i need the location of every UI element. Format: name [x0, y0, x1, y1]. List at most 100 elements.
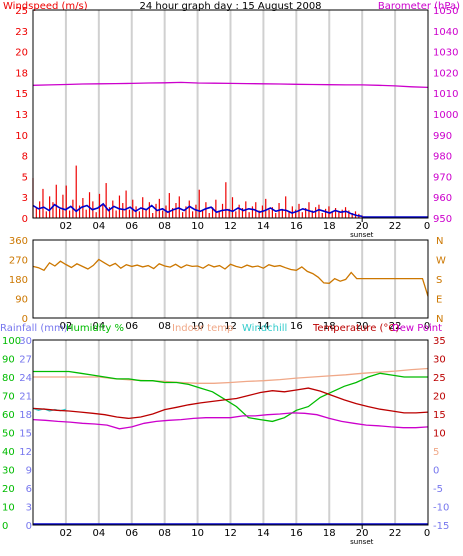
chart-1-x-tick: 02	[60, 321, 73, 332]
baro-y-tick: 1000	[433, 110, 458, 121]
chart-0-x-tick: 16	[290, 221, 303, 232]
chart-0-x-tick: 18	[323, 221, 336, 232]
wind-y-tick: 5	[22, 172, 28, 183]
humidity-y-tick: 80	[2, 373, 15, 384]
chart-2-x-tick: 04	[92, 528, 105, 539]
rain-y-tick: 27	[19, 355, 32, 366]
wind-y-tick: 15	[15, 89, 28, 100]
humidity-y-tick: 90	[2, 355, 15, 366]
direction-y-tick: 90	[15, 295, 28, 306]
compass-tick: N	[436, 236, 443, 247]
rain-y-tick: 6	[26, 484, 32, 495]
compass-tick: E	[436, 295, 442, 306]
temp-y-tick: 5	[433, 447, 439, 458]
chart-2-x-tick: 18	[323, 528, 336, 539]
rain-y-tick: 9	[26, 466, 32, 477]
temp-y-tick: 35	[433, 336, 446, 347]
rain-y-tick: 24	[19, 373, 32, 384]
chart-2-x-tick: 0	[424, 528, 430, 539]
wind-direction-line	[32, 258, 429, 297]
temperature-label: Temperature (°C)	[312, 323, 399, 334]
wind-plot-frame	[32, 9, 429, 219]
chart-1-x-tick: 16	[290, 321, 303, 332]
temp-y-tick: 30	[433, 355, 446, 366]
compass-tick: N	[436, 314, 443, 325]
chart-0-x-tick: 02	[60, 221, 73, 232]
chart-1-x-tick: 22	[389, 321, 402, 332]
chart-0-x-tick: 06	[125, 221, 138, 232]
baro-y-tick: 970	[433, 172, 452, 183]
rain-y-tick: 15	[19, 429, 32, 440]
direction-plot-frame	[32, 239, 429, 319]
chart-0-x-tick: 0	[424, 221, 430, 232]
chart-title: 24 hour graph day : 15 August 2008	[139, 1, 321, 12]
humidity-line	[33, 370, 428, 423]
rainfall-label: Rainfall (mm)	[0, 323, 68, 334]
baro-y-tick: 960	[433, 193, 452, 204]
humidity-y-tick: 20	[2, 484, 15, 495]
temp-y-tick: -15	[433, 521, 449, 532]
wind-y-tick: 3	[22, 193, 28, 204]
chart-1-x-tick: 06	[125, 321, 138, 332]
chart-2-x-tick: 06	[125, 528, 138, 539]
chart-2-x-tick: 08	[158, 528, 171, 539]
chart-0-x-tick: 12	[224, 221, 237, 232]
baro-y-tick: 980	[433, 152, 452, 163]
average-wind-line	[32, 202, 363, 218]
temp-y-tick: 0	[433, 466, 439, 477]
rain-y-tick: 12	[19, 447, 32, 458]
temp-y-tick: -5	[433, 484, 443, 495]
temp-y-tick: 15	[433, 410, 446, 421]
wind-y-tick: 23	[15, 27, 28, 38]
wind-y-tick: 25	[15, 6, 28, 17]
chart-2-x-tick: 10	[191, 528, 204, 539]
temp-sunset-label: sunset	[350, 538, 373, 546]
rain-y-tick: 30	[19, 336, 32, 347]
chart-2-x-tick: 22	[389, 528, 402, 539]
baro-y-tick: 1020	[433, 68, 458, 79]
direction-y-tick: 270	[9, 256, 28, 267]
temperature-line	[32, 387, 429, 420]
chart-1-x-tick: 12	[224, 321, 237, 332]
humidity-y-tick: 100	[2, 336, 21, 347]
rain-y-tick: 21	[19, 392, 32, 403]
humidity-y-tick: 0	[2, 521, 8, 532]
windchill-label: Windchill	[242, 323, 287, 334]
wind-axis-label: Windspeed (m/s)	[3, 1, 88, 12]
baro-y-tick: 1050	[433, 6, 458, 17]
chart-1-x-tick: 14	[257, 321, 270, 332]
chart-2-x-tick: 14	[257, 528, 270, 539]
indoor-temp-line	[33, 367, 429, 384]
baro-y-tick: 1040	[433, 27, 458, 38]
temp-y-tick: 25	[433, 373, 446, 384]
temp-plot-frame	[32, 339, 429, 526]
compass-tick: W	[436, 256, 446, 267]
wind-y-tick: 10	[15, 131, 28, 142]
chart-1-x-tick: 0	[424, 321, 430, 332]
dewpoint-label: Dew Point	[392, 323, 442, 334]
chart-0-x-tick: 04	[92, 221, 105, 232]
baro-y-tick: 950	[433, 214, 452, 225]
temp-y-tick: 20	[433, 392, 446, 403]
compass-tick: S	[436, 275, 442, 286]
chart-1-x-tick: 20	[356, 321, 369, 332]
rain-y-tick: 3	[26, 503, 32, 514]
baro-y-tick: 990	[433, 131, 452, 142]
dewpoint-line	[32, 412, 429, 430]
humidity-y-tick: 40	[2, 447, 15, 458]
direction-y-tick: 180	[9, 275, 28, 286]
baro-y-tick: 1010	[433, 89, 458, 100]
chart-2-x-tick: 20	[356, 528, 369, 539]
chart-2-x-tick: 16	[290, 528, 303, 539]
humidity-y-tick: 30	[2, 466, 15, 477]
wind-y-tick: 20	[15, 48, 28, 59]
chart-0-x-tick: 10	[191, 221, 204, 232]
rain-y-tick: 18	[19, 410, 32, 421]
indoor-temp-label: Indoor temp	[172, 323, 233, 334]
chart-1-x-tick: 10	[191, 321, 204, 332]
chart-0-x-tick: 20	[356, 221, 369, 232]
direction-y-tick: 0	[22, 314, 28, 325]
chart-0-x-tick: 14	[257, 221, 270, 232]
wind-y-tick: 13	[15, 110, 28, 121]
